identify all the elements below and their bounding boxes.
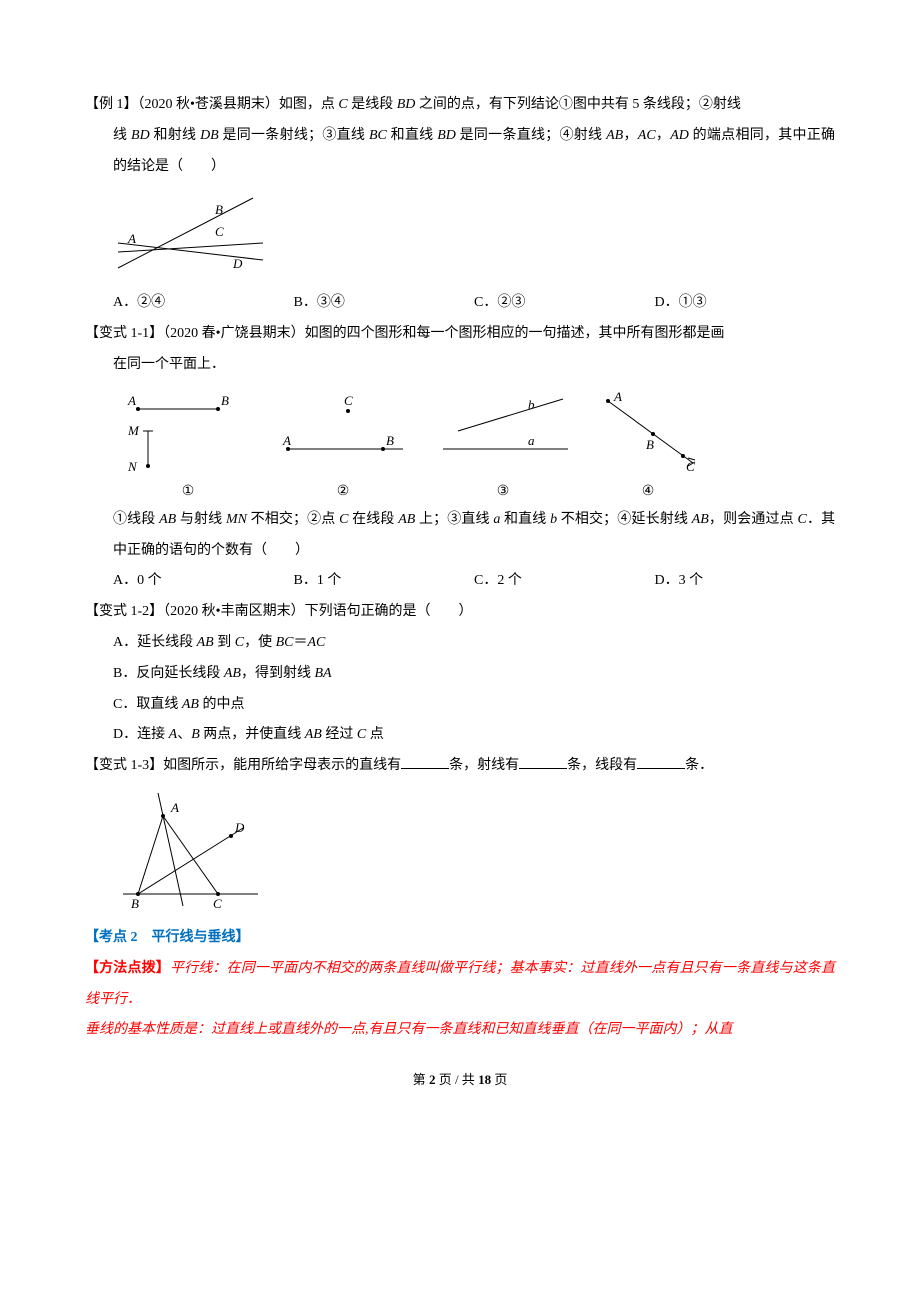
svg-text:b: b bbox=[528, 397, 535, 412]
q3-opt-c: C．取直线 AB 的中点 bbox=[113, 690, 835, 721]
q2-circ4: ④ bbox=[583, 485, 713, 499]
q2-stem: 【变式 1-1】（2020 春•广饶县期末）如图的四个图形和每一个图形相应的一句… bbox=[85, 319, 835, 350]
blank-2[interactable] bbox=[519, 755, 567, 769]
q3-opt-b: B．反向延长线段 AB，得到射线 BA bbox=[113, 659, 835, 690]
q2-stem-2: 在同一个平面上． bbox=[85, 350, 835, 381]
q4-figure: A B C D bbox=[85, 788, 835, 917]
svg-text:C: C bbox=[213, 896, 222, 911]
svg-text:B: B bbox=[386, 433, 394, 448]
q3-opt-a: A．延长线段 AB 到 C，使 BC＝AC bbox=[113, 628, 835, 659]
svg-text:B: B bbox=[215, 202, 223, 217]
q2-circ2: ② bbox=[263, 485, 423, 499]
q1-opt-a: A．②④ bbox=[113, 288, 294, 319]
q2-circ3: ③ bbox=[423, 485, 583, 499]
page-footer: 第 2 页 / 共 18 页 bbox=[85, 1066, 835, 1095]
q1-stem-line2: 和射线 线 BD 和射线 DB 是同一条射线；③直线 BC 和直线 BD 是同一… bbox=[85, 121, 835, 183]
q4-stem: 【变式 1-3】如图所示，能用所给字母表示的直线有条，射线有条，线段有条． bbox=[85, 751, 835, 782]
section-title: 【考点 2 平行线与垂线】 bbox=[85, 923, 835, 954]
q1-opt-b: B．③④ bbox=[294, 288, 475, 319]
svg-text:D: D bbox=[234, 820, 245, 835]
svg-text:A: A bbox=[282, 433, 291, 448]
svg-text:C: C bbox=[215, 224, 224, 239]
svg-text:B: B bbox=[221, 393, 229, 408]
svg-text:M: M bbox=[127, 423, 140, 438]
q2-circ1: ① bbox=[113, 485, 263, 499]
svg-text:A: A bbox=[170, 800, 179, 815]
q2-figures: A B M N ① C A B ② b a ③ bbox=[85, 391, 835, 499]
svg-text:B: B bbox=[131, 896, 139, 911]
blank-3[interactable] bbox=[637, 755, 685, 769]
q1-options: A．②④ B．③④ C．②③ D．①③ bbox=[85, 288, 835, 319]
svg-text:a: a bbox=[528, 433, 535, 448]
q3-opt-d: D．连接 A、B 两点，并使直线 AB 经过 C 点 bbox=[113, 720, 835, 751]
svg-text:A: A bbox=[127, 393, 136, 408]
q1-stem: 【例 1】（2020 秋•苍溪县期末）如图，点 C 是线段 BD 之间的点，有下… bbox=[85, 90, 835, 121]
q2-opt-c: C．2 个 bbox=[474, 566, 655, 597]
blank-1[interactable] bbox=[401, 755, 449, 769]
q1-figure: A B C D bbox=[85, 188, 835, 282]
q2-opt-b: B．1 个 bbox=[294, 566, 475, 597]
method-tip-2: 垂线的基本性质是：过直线上或直线外的一点,有且只有一条直线和已知直线垂直（在同一… bbox=[85, 1015, 835, 1046]
method-tip: 【方法点拨】平行线：在同一平面内不相交的两条直线叫做平行线；基本事实：过直线外一… bbox=[85, 954, 835, 1016]
svg-text:C: C bbox=[344, 393, 353, 408]
svg-text:C: C bbox=[686, 459, 695, 474]
q1-opt-c: C．②③ bbox=[474, 288, 655, 319]
svg-text:D: D bbox=[232, 256, 243, 271]
q3-stem: 【变式 1-2】（2020 秋•丰南区期末）下列语句正确的是（ ） bbox=[85, 597, 835, 628]
q3-options: A．延长线段 AB 到 C，使 BC＝AC B．反向延长线段 AB，得到射线 B… bbox=[85, 628, 835, 751]
q2-options: A．0 个 B．1 个 C．2 个 D．3 个 bbox=[85, 566, 835, 597]
q2-opt-d: D．3 个 bbox=[655, 566, 836, 597]
q1-opt-d: D．①③ bbox=[655, 288, 836, 319]
svg-text:A: A bbox=[613, 391, 622, 404]
q2-opt-a: A．0 个 bbox=[113, 566, 294, 597]
q2-statements: ①线段 AB 与射线 MN 不相交；②点 C 在线段 AB 上；③直线 a 和直… bbox=[85, 505, 835, 567]
svg-text:A: A bbox=[127, 231, 136, 246]
svg-text:N: N bbox=[127, 459, 138, 474]
svg-text:B: B bbox=[646, 437, 654, 452]
